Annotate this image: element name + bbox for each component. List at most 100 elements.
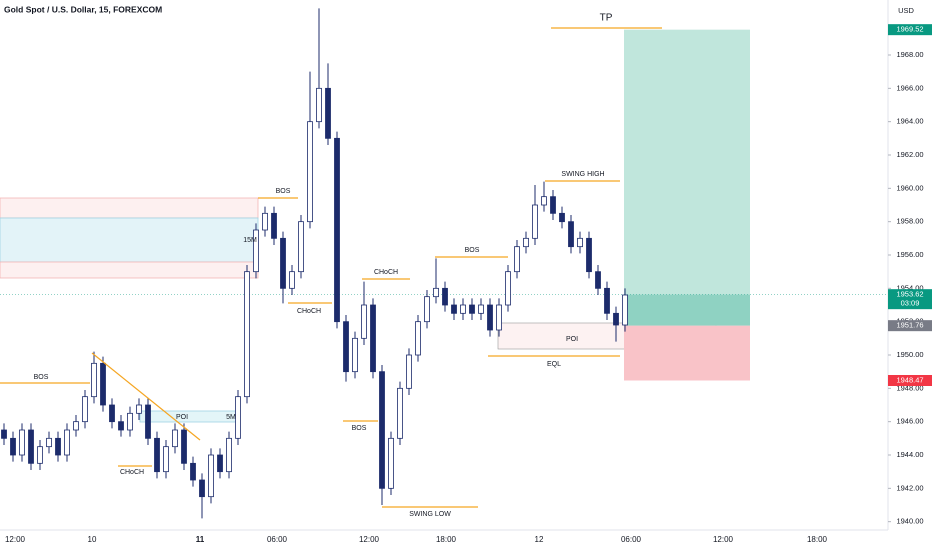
loss-zone xyxy=(624,325,750,381)
trend-line xyxy=(91,352,201,441)
countdown: 03:09 xyxy=(901,299,920,308)
candle-body xyxy=(235,396,241,439)
candle-body xyxy=(505,271,511,306)
annotation: SWING HIGH xyxy=(561,171,604,178)
candle-body xyxy=(136,404,142,414)
candle-body xyxy=(280,237,286,289)
candle-body xyxy=(523,237,529,248)
candle-body xyxy=(253,229,259,273)
candle-body xyxy=(10,437,16,456)
candle-body xyxy=(127,412,133,431)
candle-body xyxy=(145,404,151,439)
y-tick-label: 1948.00 xyxy=(896,383,923,392)
candle-body xyxy=(487,304,493,331)
currency: USD xyxy=(898,6,914,15)
candle-body xyxy=(388,437,394,489)
plot xyxy=(1,8,628,519)
candle-body xyxy=(163,446,169,473)
candle-body xyxy=(604,287,610,314)
y-tick-label: 1966.00 xyxy=(896,83,923,92)
candle-body xyxy=(469,304,475,314)
candle-body xyxy=(46,437,52,448)
annotation: BOS xyxy=(276,188,291,195)
price-label-text: 1951.76 xyxy=(896,321,923,330)
candle-body xyxy=(496,304,502,331)
candle-body xyxy=(181,429,187,464)
x-tick-label: 10 xyxy=(88,535,97,544)
candle-body xyxy=(208,454,214,498)
annotation: BOS xyxy=(465,247,480,254)
open-profit xyxy=(624,294,750,326)
candle-body xyxy=(244,271,250,398)
candle-body xyxy=(271,212,277,239)
y-tick-label: 1944.00 xyxy=(896,450,923,459)
candle-body xyxy=(1,429,7,439)
candle-body xyxy=(361,304,367,339)
candle-body xyxy=(595,271,601,289)
candle-body xyxy=(586,237,592,273)
candle-body xyxy=(406,354,412,389)
candle-body xyxy=(577,237,583,248)
candle-body xyxy=(550,196,556,214)
y-tick-label: 1950.00 xyxy=(896,350,923,359)
candle-body xyxy=(154,437,160,473)
annotation: CHoCH xyxy=(120,469,144,476)
candle-body xyxy=(325,87,331,139)
candle-body xyxy=(307,121,313,223)
y-tick-label: 1940.00 xyxy=(896,517,923,526)
annotation: POI xyxy=(176,414,188,421)
annotation: TP xyxy=(600,13,613,24)
candle-body xyxy=(343,321,349,373)
candle-body xyxy=(397,387,403,439)
candle-body xyxy=(460,304,466,314)
y-tick-label: 1964.00 xyxy=(896,117,923,126)
y-tick-label: 1968.00 xyxy=(896,50,923,59)
candle-body xyxy=(100,362,106,406)
candle-body xyxy=(478,304,484,314)
annotation: POI xyxy=(566,336,578,343)
y-tick-label: 1946.00 xyxy=(896,417,923,426)
candle-body xyxy=(541,196,547,206)
candle-body xyxy=(334,137,340,323)
price-axis xyxy=(888,0,932,550)
annotation: BOS xyxy=(352,425,367,432)
x-tick-label: 06:00 xyxy=(267,535,288,544)
y-tick-label: 1960.00 xyxy=(896,183,923,192)
x-tick-label: 06:00 xyxy=(621,535,642,544)
candle-body xyxy=(316,87,322,123)
y-tick-label: 1956.00 xyxy=(896,250,923,259)
y-tick-label: 1958.00 xyxy=(896,217,923,226)
candle-body xyxy=(73,421,79,431)
x-tick-label: 12:00 xyxy=(713,535,734,544)
candle-body xyxy=(226,437,232,473)
candle-body xyxy=(19,429,25,456)
y-tick-label: 1942.00 xyxy=(896,483,923,492)
candle-body xyxy=(415,321,421,356)
candle-body xyxy=(559,212,565,223)
candle-body xyxy=(82,396,88,423)
candle-body xyxy=(109,404,115,423)
candle-body xyxy=(352,337,358,373)
candle-body xyxy=(64,429,70,456)
candle-body xyxy=(298,221,304,273)
annotation: BOS xyxy=(34,374,49,381)
x-tick-label: 12:00 xyxy=(5,535,26,544)
candle-body xyxy=(28,429,34,464)
profit-zone xyxy=(624,29,750,326)
candle-body xyxy=(370,304,376,373)
x-tick-label: 11 xyxy=(196,535,205,544)
candle-body xyxy=(262,212,268,231)
candle-body xyxy=(172,429,178,448)
supply-zone xyxy=(0,197,259,219)
candle-body xyxy=(514,246,520,273)
annotations: TP BOS BOS CHoCH CHoCH BOS SWING HIGH PO… xyxy=(0,13,662,518)
demand-zone xyxy=(0,217,259,263)
candle-body xyxy=(91,362,97,398)
y-tick-label: 1962.00 xyxy=(896,150,923,159)
candle-body xyxy=(613,312,619,326)
candle-body xyxy=(379,371,385,489)
candle-body xyxy=(37,446,43,464)
position xyxy=(0,29,888,381)
price-label-text: 1953.62 xyxy=(896,290,923,299)
